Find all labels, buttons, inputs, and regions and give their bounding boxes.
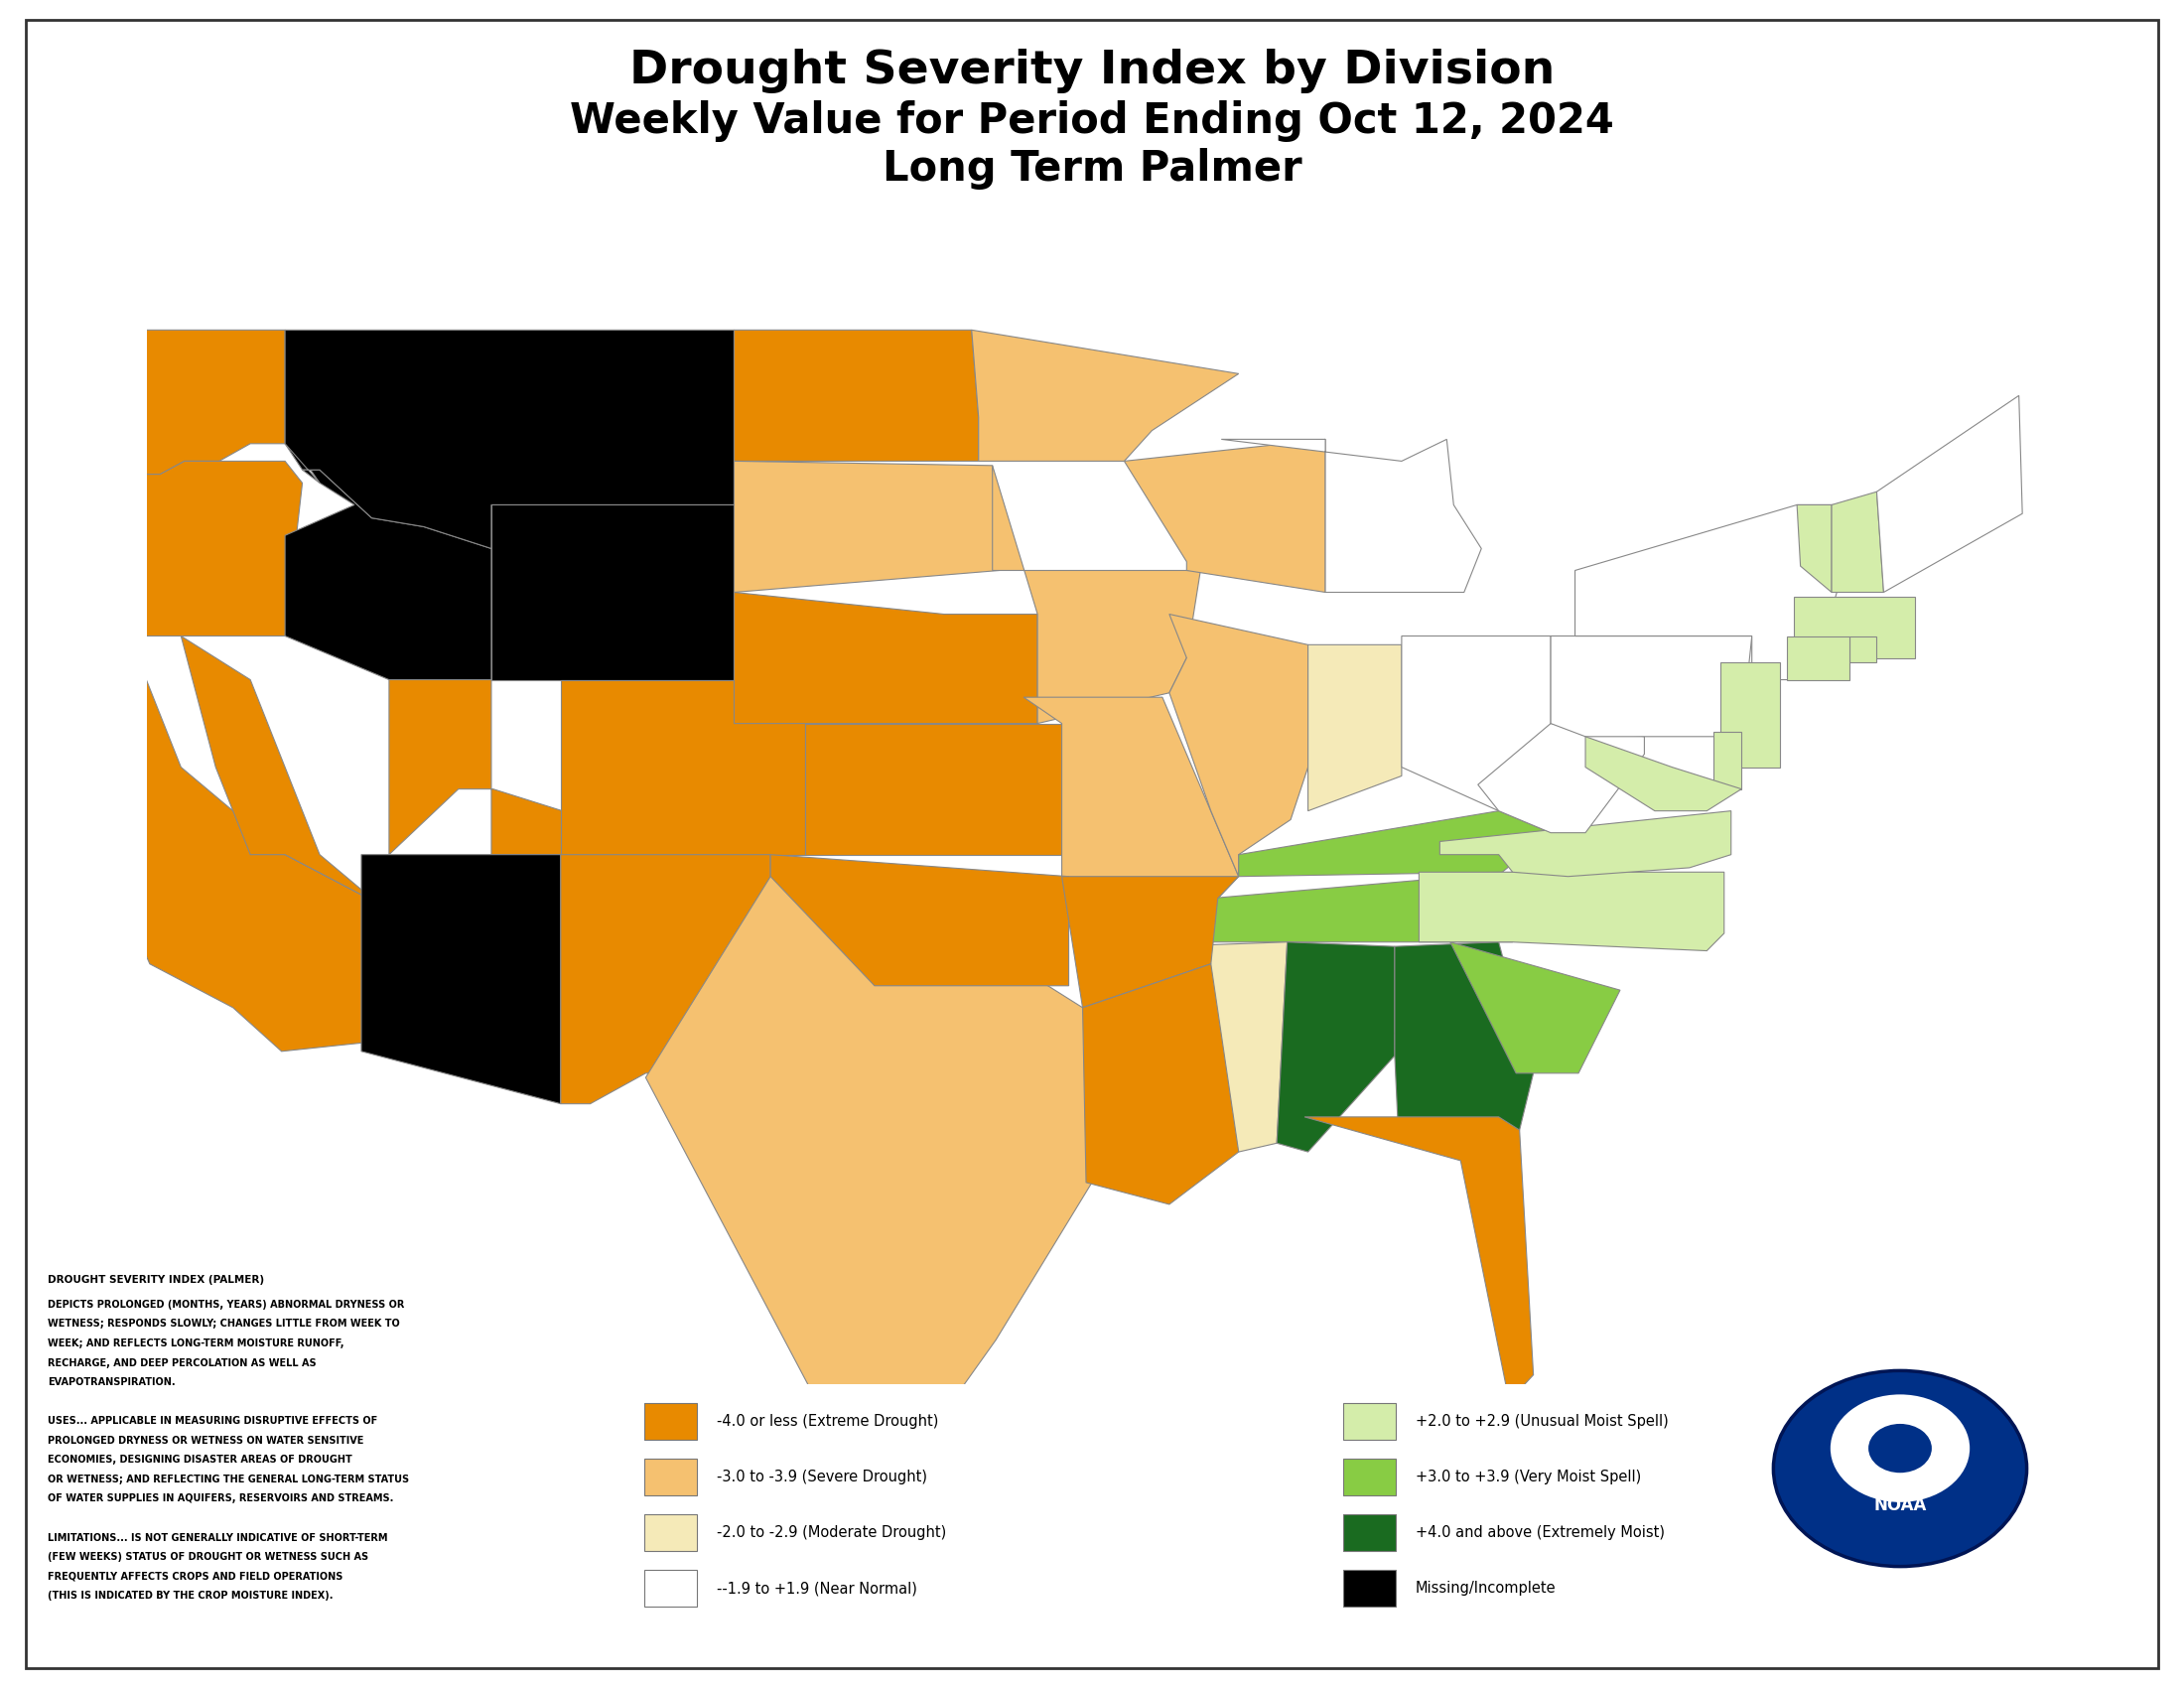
Polygon shape bbox=[1024, 697, 1238, 898]
Polygon shape bbox=[1304, 1117, 1533, 1401]
Polygon shape bbox=[1876, 395, 2022, 592]
Bar bbox=[1343, 1570, 1396, 1607]
Polygon shape bbox=[1308, 645, 1402, 810]
Text: RECHARGE, AND DEEP PERCOLATION AS WELL AS: RECHARGE, AND DEEP PERCOLATION AS WELL A… bbox=[48, 1357, 317, 1367]
Polygon shape bbox=[389, 680, 563, 854]
Text: (THIS IS INDICATED BY THE CROP MOISTURE INDEX).: (THIS IS INDICATED BY THE CROP MOISTURE … bbox=[48, 1590, 334, 1600]
Polygon shape bbox=[806, 724, 1061, 854]
Polygon shape bbox=[1787, 636, 1850, 680]
Polygon shape bbox=[1721, 662, 1780, 766]
Text: NOAA: NOAA bbox=[1874, 1497, 1926, 1514]
Polygon shape bbox=[646, 876, 1101, 1511]
Polygon shape bbox=[734, 329, 978, 461]
Text: Weekly Value for Period Ending Oct 12, 2024: Weekly Value for Period Ending Oct 12, 2… bbox=[570, 101, 1614, 142]
Text: Long Term Palmer: Long Term Palmer bbox=[882, 149, 1302, 189]
Polygon shape bbox=[286, 329, 734, 549]
Polygon shape bbox=[561, 854, 771, 1104]
Text: -4.0 or less (Extreme Drought): -4.0 or less (Extreme Drought) bbox=[716, 1415, 939, 1428]
Text: WETNESS; RESPONDS SLOWLY; CHANGES LITTLE FROM WEEK TO: WETNESS; RESPONDS SLOWLY; CHANGES LITTLE… bbox=[48, 1318, 400, 1328]
Wedge shape bbox=[1856, 1398, 1904, 1421]
Polygon shape bbox=[24, 452, 301, 636]
Bar bbox=[644, 1403, 697, 1440]
Polygon shape bbox=[1832, 491, 1883, 592]
Circle shape bbox=[1773, 1371, 2027, 1566]
Polygon shape bbox=[1125, 439, 1326, 592]
Text: FREQUENTLY AFFECTS CROPS AND FIELD OPERATIONS: FREQUENTLY AFFECTS CROPS AND FIELD OPERA… bbox=[48, 1572, 343, 1582]
Polygon shape bbox=[561, 680, 806, 854]
Polygon shape bbox=[1166, 942, 1286, 1151]
Text: ECONOMIES, DESIGNING DISASTER AREAS OF DROUGHT: ECONOMIES, DESIGNING DISASTER AREAS OF D… bbox=[48, 1455, 352, 1465]
Bar bbox=[644, 1570, 697, 1607]
Bar bbox=[1343, 1458, 1396, 1496]
Bar bbox=[644, 1458, 697, 1496]
Polygon shape bbox=[360, 854, 561, 1104]
Polygon shape bbox=[734, 592, 1037, 724]
Text: Missing/Incomplete: Missing/Incomplete bbox=[1415, 1582, 1555, 1595]
Text: USES... APPLICABLE IN MEASURING DISRUPTIVE EFFECTS OF: USES... APPLICABLE IN MEASURING DISRUPTI… bbox=[48, 1416, 378, 1426]
Polygon shape bbox=[1793, 596, 1915, 658]
Polygon shape bbox=[1168, 614, 1308, 876]
Polygon shape bbox=[1575, 505, 1863, 680]
Circle shape bbox=[1867, 1425, 1933, 1472]
Circle shape bbox=[1830, 1394, 1970, 1502]
Text: +2.0 to +2.9 (Unusual Moist Spell): +2.0 to +2.9 (Unusual Moist Spell) bbox=[1415, 1415, 1669, 1428]
Wedge shape bbox=[1896, 1398, 1944, 1421]
Polygon shape bbox=[1586, 736, 1741, 810]
Text: --1.9 to +1.9 (Near Normal): --1.9 to +1.9 (Near Normal) bbox=[716, 1582, 917, 1595]
Polygon shape bbox=[491, 505, 734, 680]
Polygon shape bbox=[1850, 636, 1876, 662]
Polygon shape bbox=[1439, 810, 1732, 876]
Text: -3.0 to -3.9 (Severe Drought): -3.0 to -3.9 (Severe Drought) bbox=[716, 1470, 926, 1484]
Bar bbox=[644, 1514, 697, 1551]
Polygon shape bbox=[286, 444, 491, 680]
Text: +3.0 to +3.9 (Very Moist Spell): +3.0 to +3.9 (Very Moist Spell) bbox=[1415, 1470, 1640, 1484]
Polygon shape bbox=[972, 329, 1238, 461]
Polygon shape bbox=[1238, 810, 1551, 876]
Text: DEPICTS PROLONGED (MONTHS, YEARS) ABNORMAL DRYNESS OR: DEPICTS PROLONGED (MONTHS, YEARS) ABNORM… bbox=[48, 1300, 404, 1310]
Polygon shape bbox=[771, 854, 1068, 986]
Polygon shape bbox=[1061, 876, 1238, 1008]
Polygon shape bbox=[1450, 942, 1621, 1074]
Polygon shape bbox=[734, 461, 1000, 592]
Polygon shape bbox=[181, 636, 389, 1043]
Text: WEEK; AND REFLECTS LONG-TERM MOISTURE RUNOFF,: WEEK; AND REFLECTS LONG-TERM MOISTURE RU… bbox=[48, 1339, 345, 1349]
Polygon shape bbox=[1083, 964, 1238, 1204]
Polygon shape bbox=[28, 636, 376, 1052]
Polygon shape bbox=[1402, 636, 1551, 810]
Text: OF WATER SUPPLIES IN AQUIFERS, RESERVOIRS AND STREAMS.: OF WATER SUPPLIES IN AQUIFERS, RESERVOIR… bbox=[48, 1494, 393, 1504]
Polygon shape bbox=[1797, 505, 1832, 592]
Text: EVAPOTRANSPIRATION.: EVAPOTRANSPIRATION. bbox=[48, 1377, 175, 1388]
Polygon shape bbox=[1714, 733, 1741, 788]
Polygon shape bbox=[1210, 873, 1514, 942]
Text: Drought Severity Index by Division: Drought Severity Index by Division bbox=[629, 49, 1555, 93]
Polygon shape bbox=[1278, 942, 1396, 1151]
Bar bbox=[1343, 1514, 1396, 1551]
Text: +4.0 and above (Extremely Moist): +4.0 and above (Extremely Moist) bbox=[1415, 1526, 1664, 1539]
Text: (FEW WEEKS) STATUS OF DROUGHT OR WETNESS SUCH AS: (FEW WEEKS) STATUS OF DROUGHT OR WETNESS… bbox=[48, 1551, 369, 1561]
Polygon shape bbox=[992, 466, 1201, 724]
Polygon shape bbox=[17, 329, 286, 479]
Text: OR WETNESS; AND REFLECTING THE GENERAL LONG-TERM STATUS: OR WETNESS; AND REFLECTING THE GENERAL L… bbox=[48, 1474, 411, 1484]
Polygon shape bbox=[1551, 636, 1752, 736]
Polygon shape bbox=[1479, 724, 1645, 832]
Text: LIMITATIONS... IS NOT GENERALLY INDICATIVE OF SHORT-TERM: LIMITATIONS... IS NOT GENERALLY INDICATI… bbox=[48, 1533, 389, 1543]
Bar bbox=[1343, 1403, 1396, 1440]
Text: PROLONGED DRYNESS OR WETNESS ON WATER SENSITIVE: PROLONGED DRYNESS OR WETNESS ON WATER SE… bbox=[48, 1435, 365, 1445]
Text: -2.0 to -2.9 (Moderate Drought): -2.0 to -2.9 (Moderate Drought) bbox=[716, 1526, 946, 1539]
Text: DROUGHT SEVERITY INDEX (PALMER): DROUGHT SEVERITY INDEX (PALMER) bbox=[48, 1274, 264, 1285]
Text: Based on preliminary data: Based on preliminary data bbox=[1214, 1030, 1450, 1047]
Polygon shape bbox=[1396, 942, 1533, 1129]
Polygon shape bbox=[1420, 873, 1723, 950]
Wedge shape bbox=[1874, 1398, 1926, 1416]
Polygon shape bbox=[1221, 439, 1481, 592]
